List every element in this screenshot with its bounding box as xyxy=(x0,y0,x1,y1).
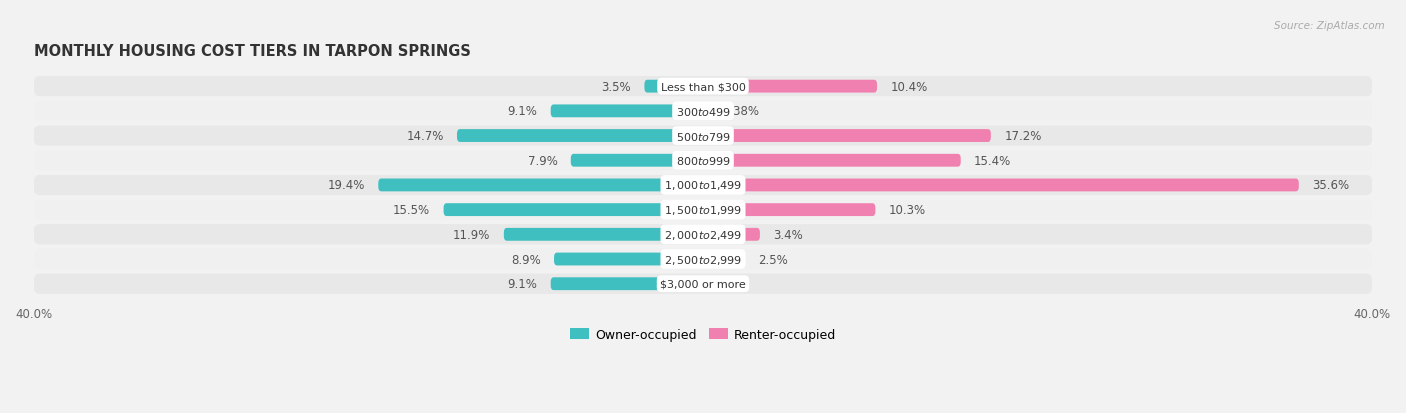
Text: 19.4%: 19.4% xyxy=(328,179,366,192)
Text: $3,000 or more: $3,000 or more xyxy=(661,279,745,289)
FancyBboxPatch shape xyxy=(34,77,1372,97)
Text: 10.4%: 10.4% xyxy=(890,81,928,93)
Text: 7.9%: 7.9% xyxy=(527,154,557,167)
FancyBboxPatch shape xyxy=(703,105,710,118)
FancyBboxPatch shape xyxy=(34,102,1372,122)
Text: $800 to $999: $800 to $999 xyxy=(675,155,731,167)
FancyBboxPatch shape xyxy=(34,274,1372,294)
FancyBboxPatch shape xyxy=(378,179,703,192)
Text: 3.4%: 3.4% xyxy=(773,228,803,241)
FancyBboxPatch shape xyxy=(34,151,1372,171)
Text: $2,000 to $2,499: $2,000 to $2,499 xyxy=(664,228,742,241)
Text: $1,000 to $1,499: $1,000 to $1,499 xyxy=(664,179,742,192)
Text: $300 to $499: $300 to $499 xyxy=(675,106,731,118)
FancyBboxPatch shape xyxy=(703,154,960,167)
FancyBboxPatch shape xyxy=(703,253,745,266)
Text: $1,500 to $1,999: $1,500 to $1,999 xyxy=(664,204,742,216)
FancyBboxPatch shape xyxy=(703,228,759,241)
Text: Less than $300: Less than $300 xyxy=(661,82,745,92)
Text: 15.5%: 15.5% xyxy=(394,204,430,216)
FancyBboxPatch shape xyxy=(34,200,1372,220)
FancyBboxPatch shape xyxy=(703,81,877,93)
Text: 2.5%: 2.5% xyxy=(758,253,787,266)
FancyBboxPatch shape xyxy=(34,126,1372,146)
FancyBboxPatch shape xyxy=(571,154,703,167)
Text: MONTHLY HOUSING COST TIERS IN TARPON SPRINGS: MONTHLY HOUSING COST TIERS IN TARPON SPR… xyxy=(34,44,471,59)
FancyBboxPatch shape xyxy=(34,176,1372,196)
FancyBboxPatch shape xyxy=(503,228,703,241)
FancyBboxPatch shape xyxy=(34,225,1372,245)
Text: 10.3%: 10.3% xyxy=(889,204,927,216)
FancyBboxPatch shape xyxy=(703,130,991,142)
Text: 9.1%: 9.1% xyxy=(508,278,537,290)
Text: 3.5%: 3.5% xyxy=(602,81,631,93)
Text: 0.38%: 0.38% xyxy=(723,105,759,118)
Text: $500 to $799: $500 to $799 xyxy=(675,130,731,142)
FancyBboxPatch shape xyxy=(703,204,876,216)
FancyBboxPatch shape xyxy=(644,81,703,93)
FancyBboxPatch shape xyxy=(34,249,1372,270)
Text: 11.9%: 11.9% xyxy=(453,228,491,241)
FancyBboxPatch shape xyxy=(551,278,703,290)
Legend: Owner-occupied, Renter-occupied: Owner-occupied, Renter-occupied xyxy=(565,323,841,346)
Text: 9.1%: 9.1% xyxy=(508,105,537,118)
FancyBboxPatch shape xyxy=(551,105,703,118)
FancyBboxPatch shape xyxy=(703,179,1299,192)
Text: 14.7%: 14.7% xyxy=(406,130,443,143)
Text: 35.6%: 35.6% xyxy=(1312,179,1350,192)
Text: 15.4%: 15.4% xyxy=(974,154,1011,167)
FancyBboxPatch shape xyxy=(443,204,703,216)
Text: 0.0%: 0.0% xyxy=(717,278,747,290)
FancyBboxPatch shape xyxy=(457,130,703,142)
Text: 8.9%: 8.9% xyxy=(510,253,541,266)
Text: Source: ZipAtlas.com: Source: ZipAtlas.com xyxy=(1274,21,1385,31)
Text: 17.2%: 17.2% xyxy=(1004,130,1042,143)
Text: $2,500 to $2,999: $2,500 to $2,999 xyxy=(664,253,742,266)
FancyBboxPatch shape xyxy=(554,253,703,266)
